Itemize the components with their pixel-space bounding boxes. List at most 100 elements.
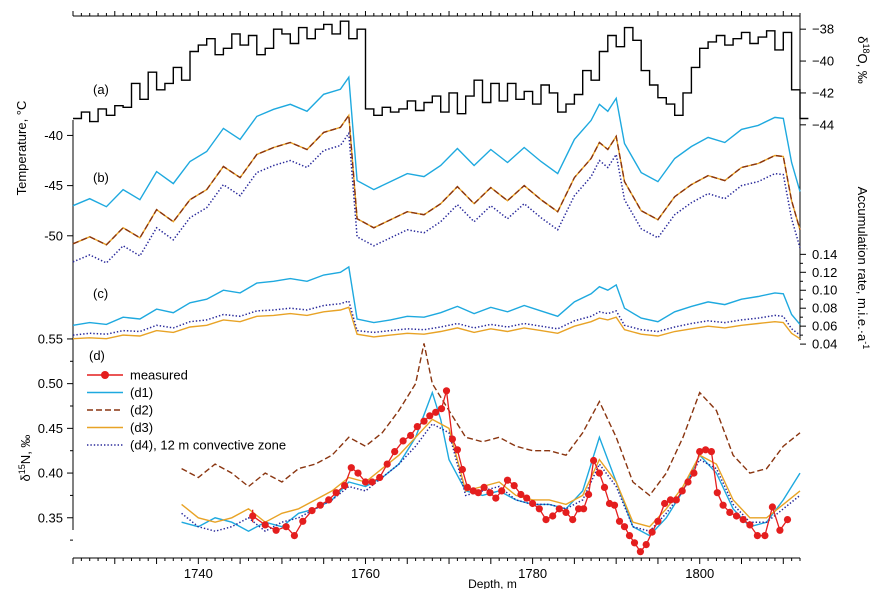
measured-point: [347, 464, 355, 472]
measured-point: [299, 517, 307, 525]
measured-point: [316, 501, 324, 509]
measured-point: [776, 526, 784, 534]
measured-point: [595, 469, 604, 477]
series-layer: [72, 20, 809, 537]
measured-point: [529, 499, 537, 508]
measured-point: [672, 496, 680, 504]
y-tick-label-d: 0.50: [38, 376, 63, 391]
legend-marker-measured: [101, 371, 109, 379]
measured-point: [702, 446, 710, 454]
y-axis-label-c: Accumulation rate, m.i.e.·a-1: [855, 187, 871, 350]
y-axis-label-a: δ18O, ‰: [855, 36, 871, 84]
measured-point: [308, 507, 316, 515]
panel-label-a: (a): [93, 82, 109, 97]
measured-point: [569, 516, 577, 524]
series-line-measured: [252, 390, 789, 553]
measured-point: [575, 505, 583, 513]
y-axis-label-b: Temperature, °C: [14, 101, 29, 196]
series-line-b-0: [72, 75, 801, 208]
series-line-d-d4-12-m-convective-zone: [181, 422, 801, 533]
measured-point: [376, 473, 384, 482]
measured-point: [739, 516, 747, 524]
measured-point: [432, 408, 440, 416]
measured-point: [261, 521, 269, 529]
x-axis-label: Depth, m: [468, 577, 517, 589]
measured-point: [442, 387, 451, 395]
measured-point: [492, 494, 500, 502]
measured-point: [503, 476, 512, 484]
measured-point: [399, 437, 407, 445]
measured-point: [413, 423, 421, 431]
y-tick-label-d: 0.55: [38, 331, 63, 346]
measured-point: [642, 541, 650, 549]
measured-point: [272, 526, 280, 534]
y-tick-label-c: 0.08: [812, 301, 837, 316]
measured-point: [420, 417, 428, 425]
measured-point: [661, 499, 669, 508]
series-line-d-d3: [181, 418, 801, 528]
y-tick-label-a: −38: [812, 22, 834, 37]
measured-point: [523, 494, 531, 502]
measured-point: [562, 508, 570, 516]
y-axis-label-d: δ15N, ‰: [17, 435, 33, 482]
measured-point: [448, 435, 456, 443]
measured-point: [768, 503, 777, 511]
measured-point: [696, 448, 704, 456]
measured-point: [600, 483, 609, 491]
y-tick-label-c: 0.06: [812, 319, 837, 334]
measured-point: [630, 539, 639, 547]
measured-point: [713, 489, 721, 497]
measured-point: [590, 456, 598, 465]
measured-point: [684, 478, 692, 486]
y-tick-label-b: -45: [44, 178, 63, 193]
measured-point: [580, 505, 588, 513]
measured-point: [615, 517, 624, 525]
measured-point: [453, 446, 461, 454]
y-tick-label-d: 0.45: [38, 421, 63, 436]
y-tick-label-a: −44: [812, 117, 834, 132]
series-line-c-0: [72, 265, 801, 326]
series-line-c-1: [72, 306, 801, 340]
series-line-d-d1: [181, 390, 801, 537]
panel-label-b: (b): [93, 170, 109, 185]
measured-point: [666, 496, 675, 504]
measured-point: [620, 523, 629, 531]
x-tick-label: 1760: [351, 566, 380, 581]
measured-point: [463, 483, 471, 491]
measured-point: [535, 505, 543, 513]
plot-frame: [72, 15, 801, 559]
y-tick-label-c: 0.04: [812, 337, 837, 352]
measured-point: [726, 508, 734, 516]
measured-point: [407, 431, 415, 440]
measured-point: [486, 489, 494, 497]
measured-point: [753, 532, 762, 540]
measured-point: [474, 489, 482, 497]
legend: measured (d1) (d2) (d3) (d4), 12 m convectiv…: [87, 368, 286, 453]
y-tick-label-d: 0.40: [38, 466, 63, 481]
measured-point: [585, 490, 593, 499]
legend-label-d4-12-m-convective-zone: (d4), 12 m convective zone: [130, 438, 286, 453]
measured-point: [732, 512, 741, 520]
measured-point: [654, 517, 662, 525]
x-tick-label: 1800: [685, 566, 714, 581]
measured-point: [437, 405, 446, 413]
measured-point: [549, 512, 557, 520]
measured-point: [290, 532, 298, 540]
measured-markers: [249, 387, 792, 556]
series-line-b-3: [72, 131, 801, 264]
measured-point: [282, 523, 290, 531]
axis-labels: 1740 1760 1780 1800 Depth, m −38 −40 −42 −44 0.14…: [14, 22, 871, 591]
measured-point: [341, 482, 349, 490]
y-tick-label-b: -50: [44, 228, 63, 243]
measured-point: [625, 532, 634, 540]
y-tick-label-a: −42: [812, 85, 834, 100]
x-tick-label: 1740: [184, 566, 213, 581]
legend-label-d1: (d1): [130, 385, 153, 400]
measured-point: [391, 448, 399, 456]
measured-point: [746, 521, 754, 529]
measured-point: [383, 460, 391, 468]
measured-point: [325, 496, 333, 504]
measured-point: [707, 448, 716, 456]
